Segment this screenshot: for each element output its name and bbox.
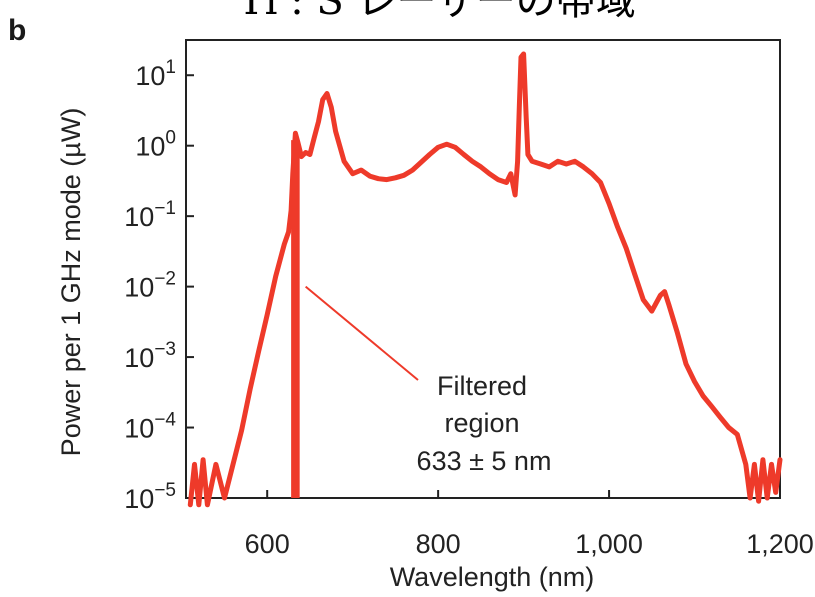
y-tick-exponent: −1	[154, 198, 176, 219]
y-tick-label: 10−2	[124, 269, 176, 303]
filtered-region-band	[291, 140, 300, 498]
y-tick-base: 10	[124, 414, 154, 444]
y-tick-exponent: −5	[154, 480, 176, 501]
x-tick-label: 800	[416, 529, 461, 559]
annotation-line-2: region	[444, 408, 519, 438]
annotation-line-1: Filtered	[437, 371, 527, 401]
annotation-pointer-line	[305, 285, 419, 381]
y-tick-exponent: 0	[165, 128, 176, 149]
x-tick-label: 1,200	[746, 529, 814, 559]
title-fragment: Ti : S レーザーの帯域	[238, 0, 636, 24]
y-tick-exponent: −2	[154, 269, 176, 290]
x-tick-label: 600	[245, 529, 290, 559]
y-tick-base: 10	[124, 484, 154, 514]
annotation: Filtered region 633 ± 5 nm	[417, 371, 552, 476]
y-tick-base: 10	[124, 202, 154, 232]
x-tick-label: 1,000	[575, 529, 643, 559]
y-tick-label: 10−5	[124, 480, 176, 514]
y-tick-exponent: −4	[154, 410, 176, 431]
y-axis-label: Power per 1 GHz mode (µW)	[56, 108, 86, 457]
x-axis-ticks: 600 800 1,000 1,200	[245, 490, 814, 559]
y-tick-base: 10	[124, 343, 154, 373]
y-tick-base: 10	[124, 273, 154, 303]
spectrum-series-line	[187, 51, 783, 508]
y-tick-base: 10	[135, 61, 165, 91]
annotation-line-3: 633 ± 5 nm	[417, 446, 552, 476]
y-tick-exponent: 1	[165, 57, 176, 78]
panel-label: b	[8, 14, 26, 47]
y-tick-label: 100	[135, 128, 176, 162]
y-tick-label: 101	[135, 57, 176, 91]
plot-frame	[185, 39, 781, 499]
y-tick-base: 10	[135, 132, 165, 162]
y-tick-exponent: −3	[154, 339, 176, 360]
y-tick-label: 10−3	[124, 339, 176, 373]
y-tick-label: 10−4	[124, 410, 176, 444]
x-axis-label: Wavelength (nm)	[390, 562, 595, 592]
y-tick-label: 10−1	[124, 198, 176, 232]
